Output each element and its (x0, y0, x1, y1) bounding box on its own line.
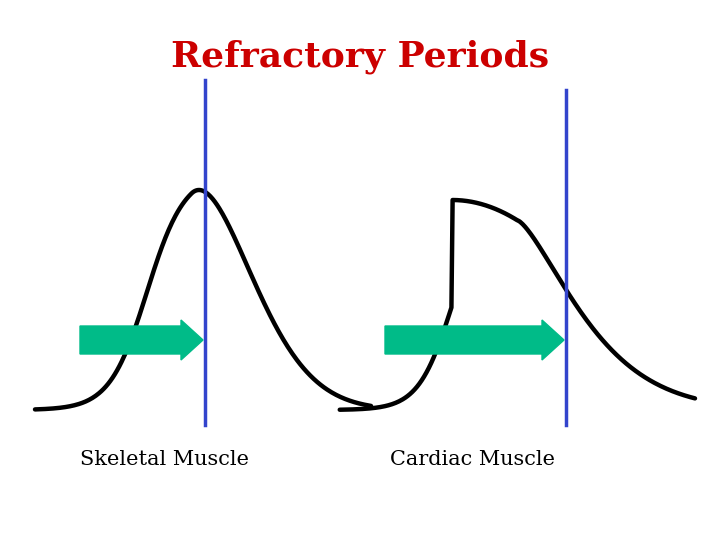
FancyArrow shape (80, 320, 203, 360)
FancyArrow shape (385, 320, 564, 360)
Text: Cardiac Muscle: Cardiac Muscle (390, 450, 555, 469)
Text: Refractory Periods: Refractory Periods (171, 40, 549, 75)
Text: Skeletal Muscle: Skeletal Muscle (80, 450, 249, 469)
